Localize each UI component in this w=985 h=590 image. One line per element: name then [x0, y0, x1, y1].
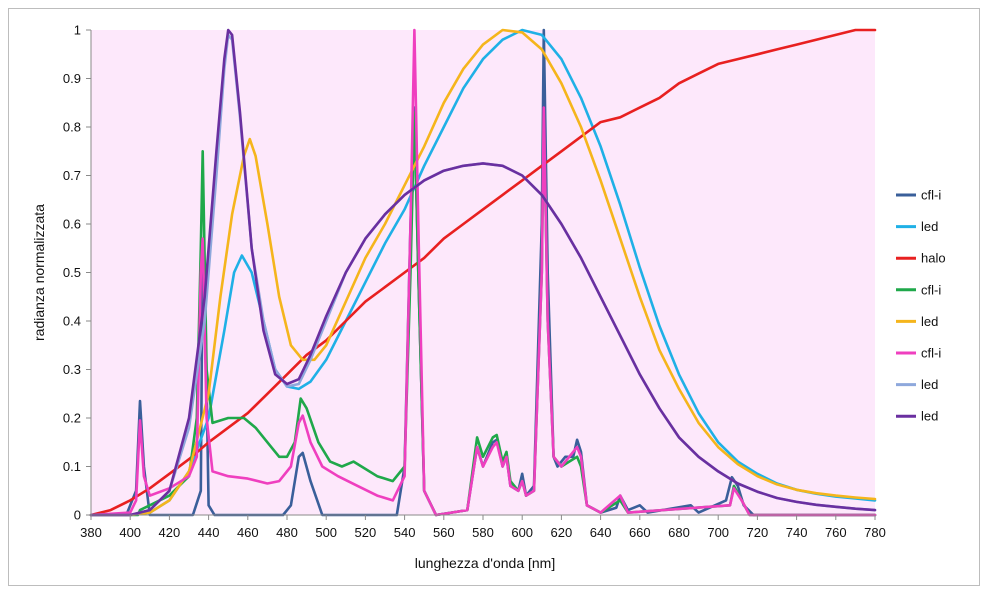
y-tick-label: 0.2	[63, 411, 81, 426]
legend-label: led	[921, 409, 938, 424]
y-tick-label: 0.8	[63, 120, 81, 135]
series-line-5-led	[89, 28, 877, 517]
y-tick-label: 0.3	[63, 362, 81, 377]
x-tick-label: 620	[551, 525, 573, 540]
y-tick-label: 0.4	[63, 314, 81, 329]
y-tick-label: 1	[74, 23, 81, 38]
x-tick-label: 580	[472, 525, 494, 540]
x-tick-label: 540	[394, 525, 416, 540]
x-tick-label: 500	[315, 525, 337, 540]
y-tick-label: 0.6	[63, 217, 81, 232]
series-layer	[89, 28, 877, 517]
x-tick-label: 380	[80, 525, 102, 540]
x-tick-label: 420	[159, 525, 181, 540]
legend: cfl-i led halo cfl-i led cfl-i led led	[896, 188, 946, 424]
x-tick-label: 720	[747, 525, 769, 540]
x-tick-label: 700	[707, 525, 729, 540]
y-tick-label: 0	[74, 508, 81, 523]
x-tick-label: 660	[629, 525, 651, 540]
y-tick-label: 0.7	[63, 168, 81, 183]
y-tick-label: 0.9	[63, 71, 81, 86]
legend-label: cfl-i	[921, 188, 941, 203]
x-axis-title: lunghezza d'onda [nm]	[415, 555, 555, 571]
series-line-8-led	[89, 28, 877, 517]
legend-label: cfl-i	[921, 346, 941, 361]
series-line-6-cfli	[89, 28, 877, 517]
x-tick-label: 520	[355, 525, 377, 540]
x-tick-label: 560	[433, 525, 455, 540]
legend-label: led	[921, 377, 938, 392]
series-line-3-halo	[89, 28, 877, 517]
x-tick-label: 780	[864, 525, 886, 540]
axes-layer: 380 400 420 440 460 480 500 520 540 560 580 600 620 6…	[63, 23, 886, 541]
legend-label: led	[921, 314, 938, 329]
x-tick-label: 600	[511, 525, 533, 540]
y-axis-title: radianza normalizzata	[31, 204, 47, 341]
x-tick-label: 400	[119, 525, 141, 540]
series-line-2-led	[89, 28, 877, 517]
x-tick-label: 640	[590, 525, 612, 540]
legend-label: led	[921, 219, 938, 234]
x-tick-label: 480	[276, 525, 298, 540]
x-tick-label: 760	[825, 525, 847, 540]
x-tick-label: 440	[198, 525, 220, 540]
legend-label: halo	[921, 251, 946, 266]
y-tick-label: 0.5	[63, 265, 81, 280]
x-tick-label: 680	[668, 525, 690, 540]
legend-label: cfl-i	[921, 282, 941, 297]
y-tick-label: 0.1	[63, 459, 81, 474]
x-tick-label: 460	[237, 525, 259, 540]
x-tick-label: 740	[786, 525, 808, 540]
